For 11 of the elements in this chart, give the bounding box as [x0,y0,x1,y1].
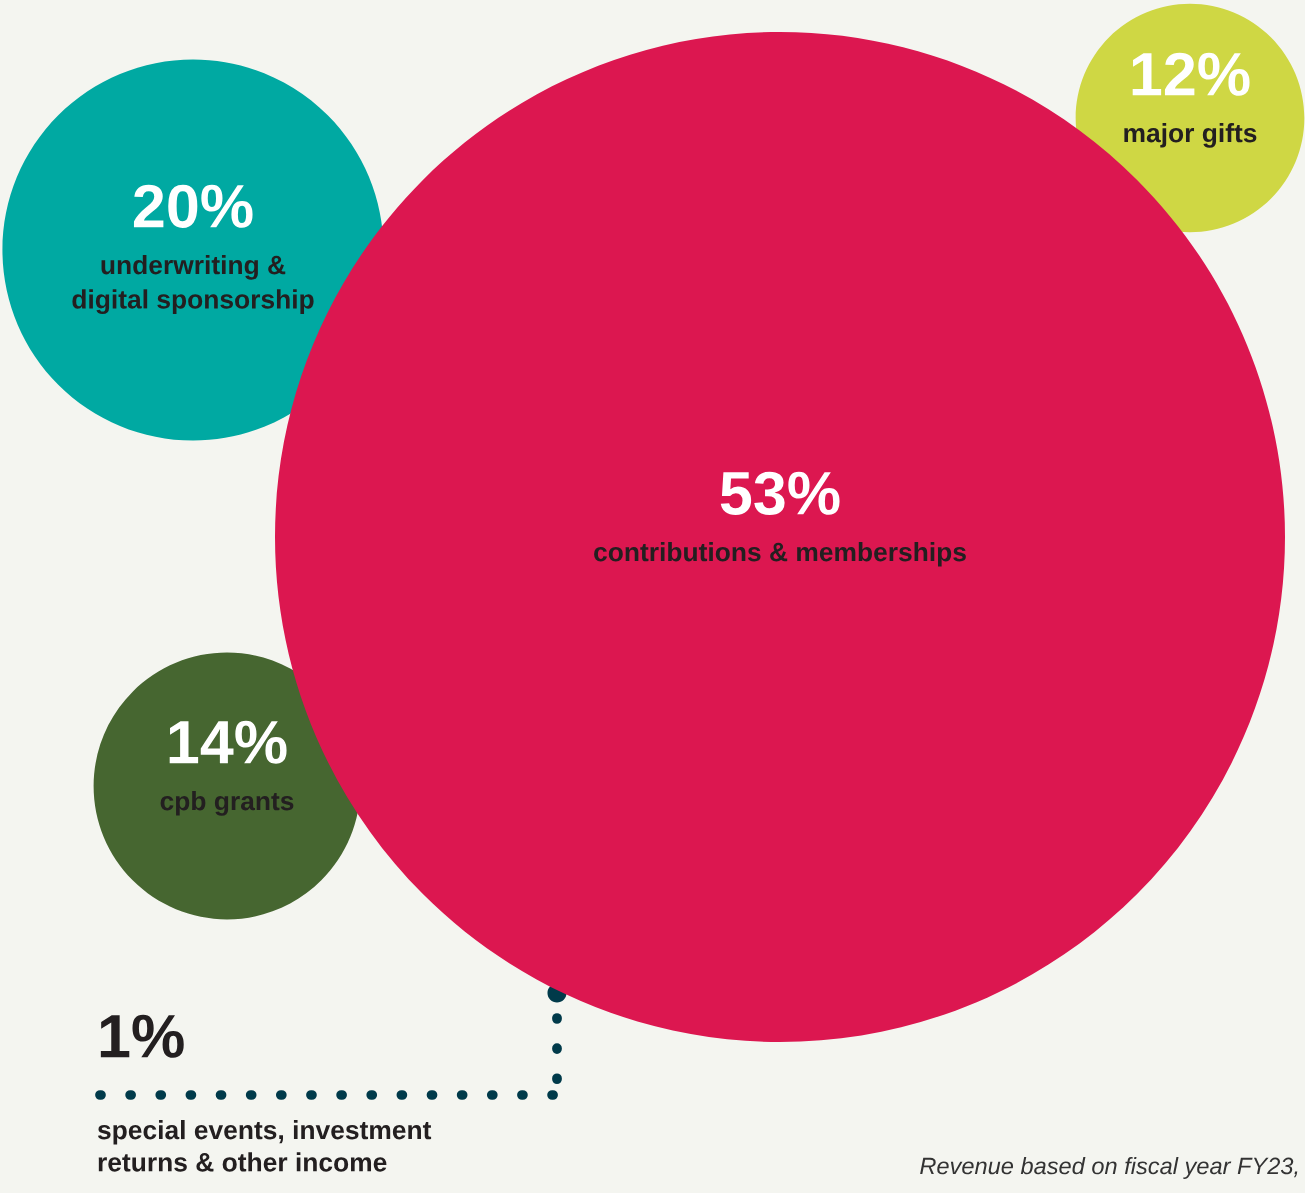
data-label: 20% [133,184,253,228]
category-label: special events, investment returns & other income [97,1120,432,1172]
category-label: cpb grants [160,791,294,816]
data-label: 1% [100,1014,184,1058]
data-label: 14% [169,720,287,764]
data-label: 12% [1132,52,1250,96]
category-label: major gifts [1124,123,1257,148]
text: Revenue based on fiscal year FY23, [920,1156,1298,1180]
data-label: 53% [720,471,840,516]
category-label: underwriting & digital sponsorship [72,255,314,314]
category-label: contributions & memberships [594,542,966,567]
